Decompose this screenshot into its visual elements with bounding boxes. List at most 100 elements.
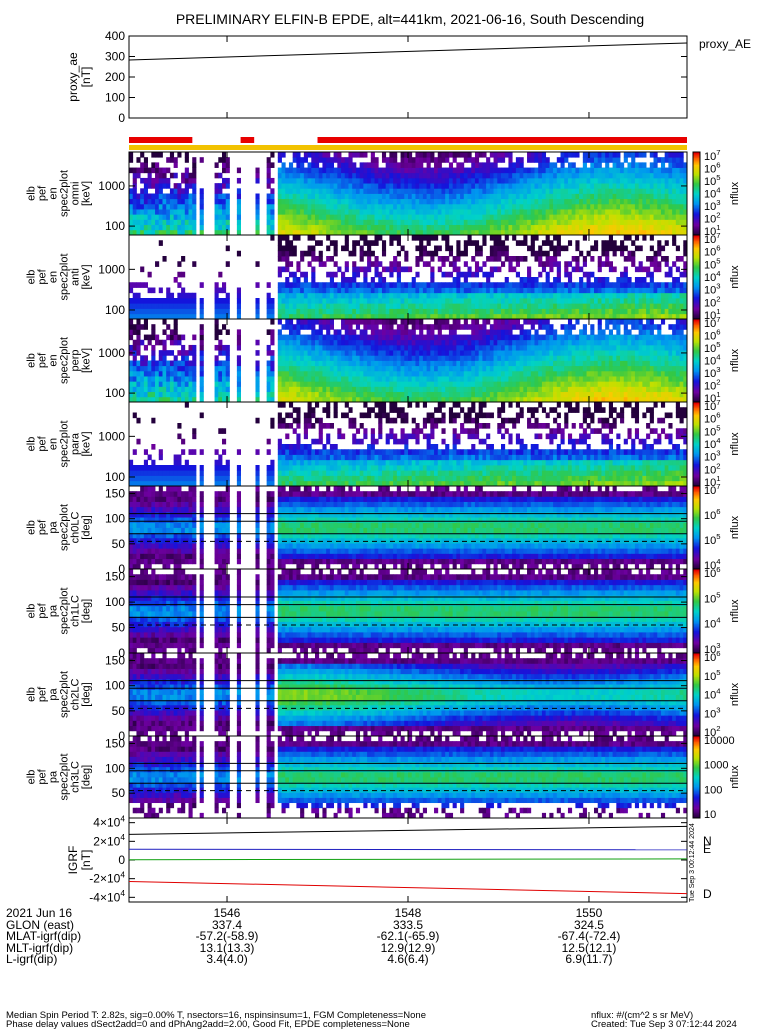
heatmap-cell: [181, 303, 185, 309]
heatmap-cell: [185, 152, 189, 158]
heatmap-cell: [140, 303, 144, 309]
heatmap-cell: [293, 204, 297, 210]
heatmap-cell: [609, 157, 613, 163]
heatmap-cell: [642, 214, 646, 220]
heatmap-cell: [319, 194, 323, 200]
heatmap-cell: [527, 194, 531, 200]
heatmap-cell: [296, 157, 300, 163]
heatmap-cell: [181, 272, 185, 278]
heatmap-cell: [486, 162, 490, 168]
heatmap-cell: [389, 183, 393, 189]
heatmap-cell: [155, 194, 159, 200]
heatmap-cell: [665, 183, 669, 189]
heatmap-cell: [505, 194, 509, 200]
heatmap-cell: [427, 183, 431, 189]
heatmap-cell: [553, 209, 557, 215]
heatmap-cell: [315, 194, 319, 200]
heatmap-cell: [308, 204, 312, 210]
heatmap-cell: [415, 157, 419, 163]
heatmap-cell: [177, 194, 181, 200]
heatmap-cell: [598, 194, 602, 200]
heatmap-cell: [672, 219, 676, 225]
heatmap-cell: [438, 225, 442, 231]
heatmap-cell: [401, 183, 405, 189]
heatmap-cell: [441, 188, 445, 194]
heatmap-cell: [415, 199, 419, 205]
heatmap-cell: [308, 219, 312, 225]
heatmap-cell: [412, 162, 416, 168]
heatmap-cell: [326, 225, 330, 231]
heatmap-cell: [441, 214, 445, 220]
heatmap-cell: [631, 225, 635, 231]
heatmap-cell: [654, 173, 658, 179]
heatmap-cell: [151, 219, 155, 225]
heatmap-cell: [438, 188, 442, 194]
heatmap-cell: [174, 309, 178, 315]
y-tick-label: 0: [118, 111, 125, 125]
y-tick-label: 200: [105, 70, 125, 84]
heatmap-cell: [427, 152, 431, 158]
heatmap-cell: [464, 157, 468, 163]
heatmap-cell: [140, 298, 144, 304]
heatmap-cell: [148, 225, 152, 231]
heatmap-cell: [348, 204, 352, 210]
heatmap-cell: [468, 209, 472, 215]
heatmap-cell: [680, 194, 684, 200]
heatmap-cell: [468, 214, 472, 220]
heatmap-cell: [445, 219, 449, 225]
heatmap-cell: [572, 162, 576, 168]
heatmap-cell: [646, 225, 650, 231]
heatmap-cell: [453, 157, 457, 163]
heatmap-cell: [497, 225, 501, 231]
heatmap-cell: [293, 168, 297, 174]
heatmap-cell: [579, 183, 583, 189]
heatmap-cell: [482, 214, 486, 220]
heatmap-cell: [378, 188, 382, 194]
heatmap-cell: [185, 173, 189, 179]
heatmap-cell: [200, 282, 204, 288]
heatmap-cell: [363, 178, 367, 184]
heatmap-cell: [531, 188, 535, 194]
heatmap-cell: [486, 199, 490, 205]
heatmap-cell: [148, 199, 152, 205]
heatmap-cell: [360, 168, 364, 174]
heatmap-cell: [616, 157, 620, 163]
heatmap-cell: [497, 152, 501, 158]
heatmap-cell: [293, 173, 297, 179]
heatmap-cell: [289, 214, 293, 220]
heatmap-cell: [680, 162, 684, 168]
heatmap-cell: [553, 173, 557, 179]
heatmap-cell: [482, 152, 486, 158]
heatmap-cell: [226, 219, 230, 225]
heatmap-cell: [441, 168, 445, 174]
heatmap-cell: [501, 178, 505, 184]
heatmap-cell: [665, 219, 669, 225]
heatmap-cell: [561, 214, 565, 220]
heatmap-cell: [345, 183, 349, 189]
heatmap-cell: [326, 173, 330, 179]
heatmap-cell: [665, 214, 669, 220]
heatmap-cell: [162, 173, 166, 179]
heatmap-cell: [419, 188, 423, 194]
heatmap-cell: [609, 214, 613, 220]
heatmap-cell: [185, 303, 189, 309]
heatmap-cell: [155, 298, 159, 304]
heatmap-cell: [464, 178, 468, 184]
heatmap-cell: [665, 194, 669, 200]
heatmap-cell: [512, 219, 516, 225]
heatmap-cell: [598, 214, 602, 220]
heatmap-cell: [308, 162, 312, 168]
heatmap-cell: [516, 178, 520, 184]
heatmap-cell: [598, 199, 602, 205]
heatmap-cell: [341, 219, 345, 225]
heatmap-cell: [200, 194, 204, 200]
heatmap-cell: [534, 183, 538, 189]
heatmap-cell: [304, 178, 308, 184]
heatmap-cell: [170, 157, 174, 163]
heatmap-cell: [665, 225, 669, 231]
heatmap-cell: [657, 168, 661, 174]
heatmap-cell: [330, 183, 334, 189]
heatmap-cell: [345, 194, 349, 200]
heatmap-cell: [575, 178, 579, 184]
heatmap-cell: [620, 194, 624, 200]
